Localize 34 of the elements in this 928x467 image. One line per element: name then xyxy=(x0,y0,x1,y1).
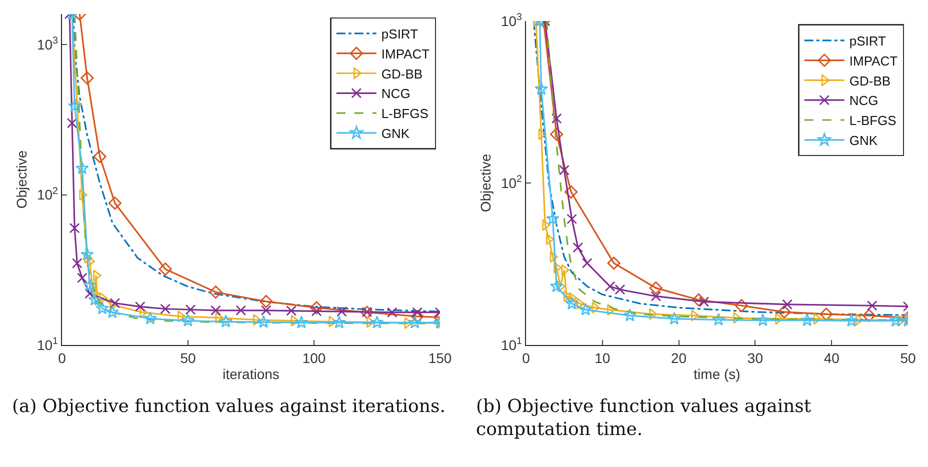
x-tick-label: 50 xyxy=(900,350,916,366)
legend-label: GNK xyxy=(849,132,878,148)
y-tick-label: 10$^{1}$ xyxy=(500,336,522,353)
x-axis-title: iterations xyxy=(222,366,280,382)
legend-label: NCG xyxy=(381,86,410,102)
x-axis-title: time (s) xyxy=(694,366,740,382)
legend-label: L-BFGS xyxy=(849,113,897,128)
x-tick-label: 30 xyxy=(747,350,764,366)
x-tick-label: 40 xyxy=(824,350,840,366)
legend-label: pSIRT xyxy=(381,26,418,42)
x-tick-label: 10 xyxy=(594,350,610,366)
legend-label: GD-BB xyxy=(849,73,891,88)
text: (a) Objective function values against iterations. xyxy=(11,395,446,418)
x-tick-label: 20 xyxy=(671,350,687,366)
x-tick-label: 100 xyxy=(302,350,326,366)
legend-label: IMPACT xyxy=(849,53,898,68)
y-tick-label: 10$^{3}$ xyxy=(36,36,59,53)
legend-label: GNK xyxy=(381,126,410,142)
text: (b) Objective function values against computation time. xyxy=(475,395,812,441)
legend-label: NCG xyxy=(849,93,878,108)
x-tick-label: 50 xyxy=(180,350,196,366)
legend-label: L-BFGS xyxy=(381,106,429,122)
y-tick-label: 10$^{2}$ xyxy=(36,186,58,203)
y-tick-label: 10$^{3}$ xyxy=(500,12,523,29)
y-axis-title: Objective xyxy=(478,154,494,212)
legend-label: GD-BB xyxy=(381,66,423,82)
y-tick-label: 10$^{1}$ xyxy=(36,336,58,353)
x-tick-label: 0 xyxy=(522,350,530,366)
x-tick-label: 150 xyxy=(428,350,452,366)
legend-label: pSIRT xyxy=(849,33,886,48)
y-axis-title: Objective xyxy=(14,150,30,209)
legend-label: IMPACT xyxy=(381,46,430,62)
y-tick-label: 10$^{2}$ xyxy=(500,174,522,191)
x-tick-label: 0 xyxy=(58,350,66,366)
